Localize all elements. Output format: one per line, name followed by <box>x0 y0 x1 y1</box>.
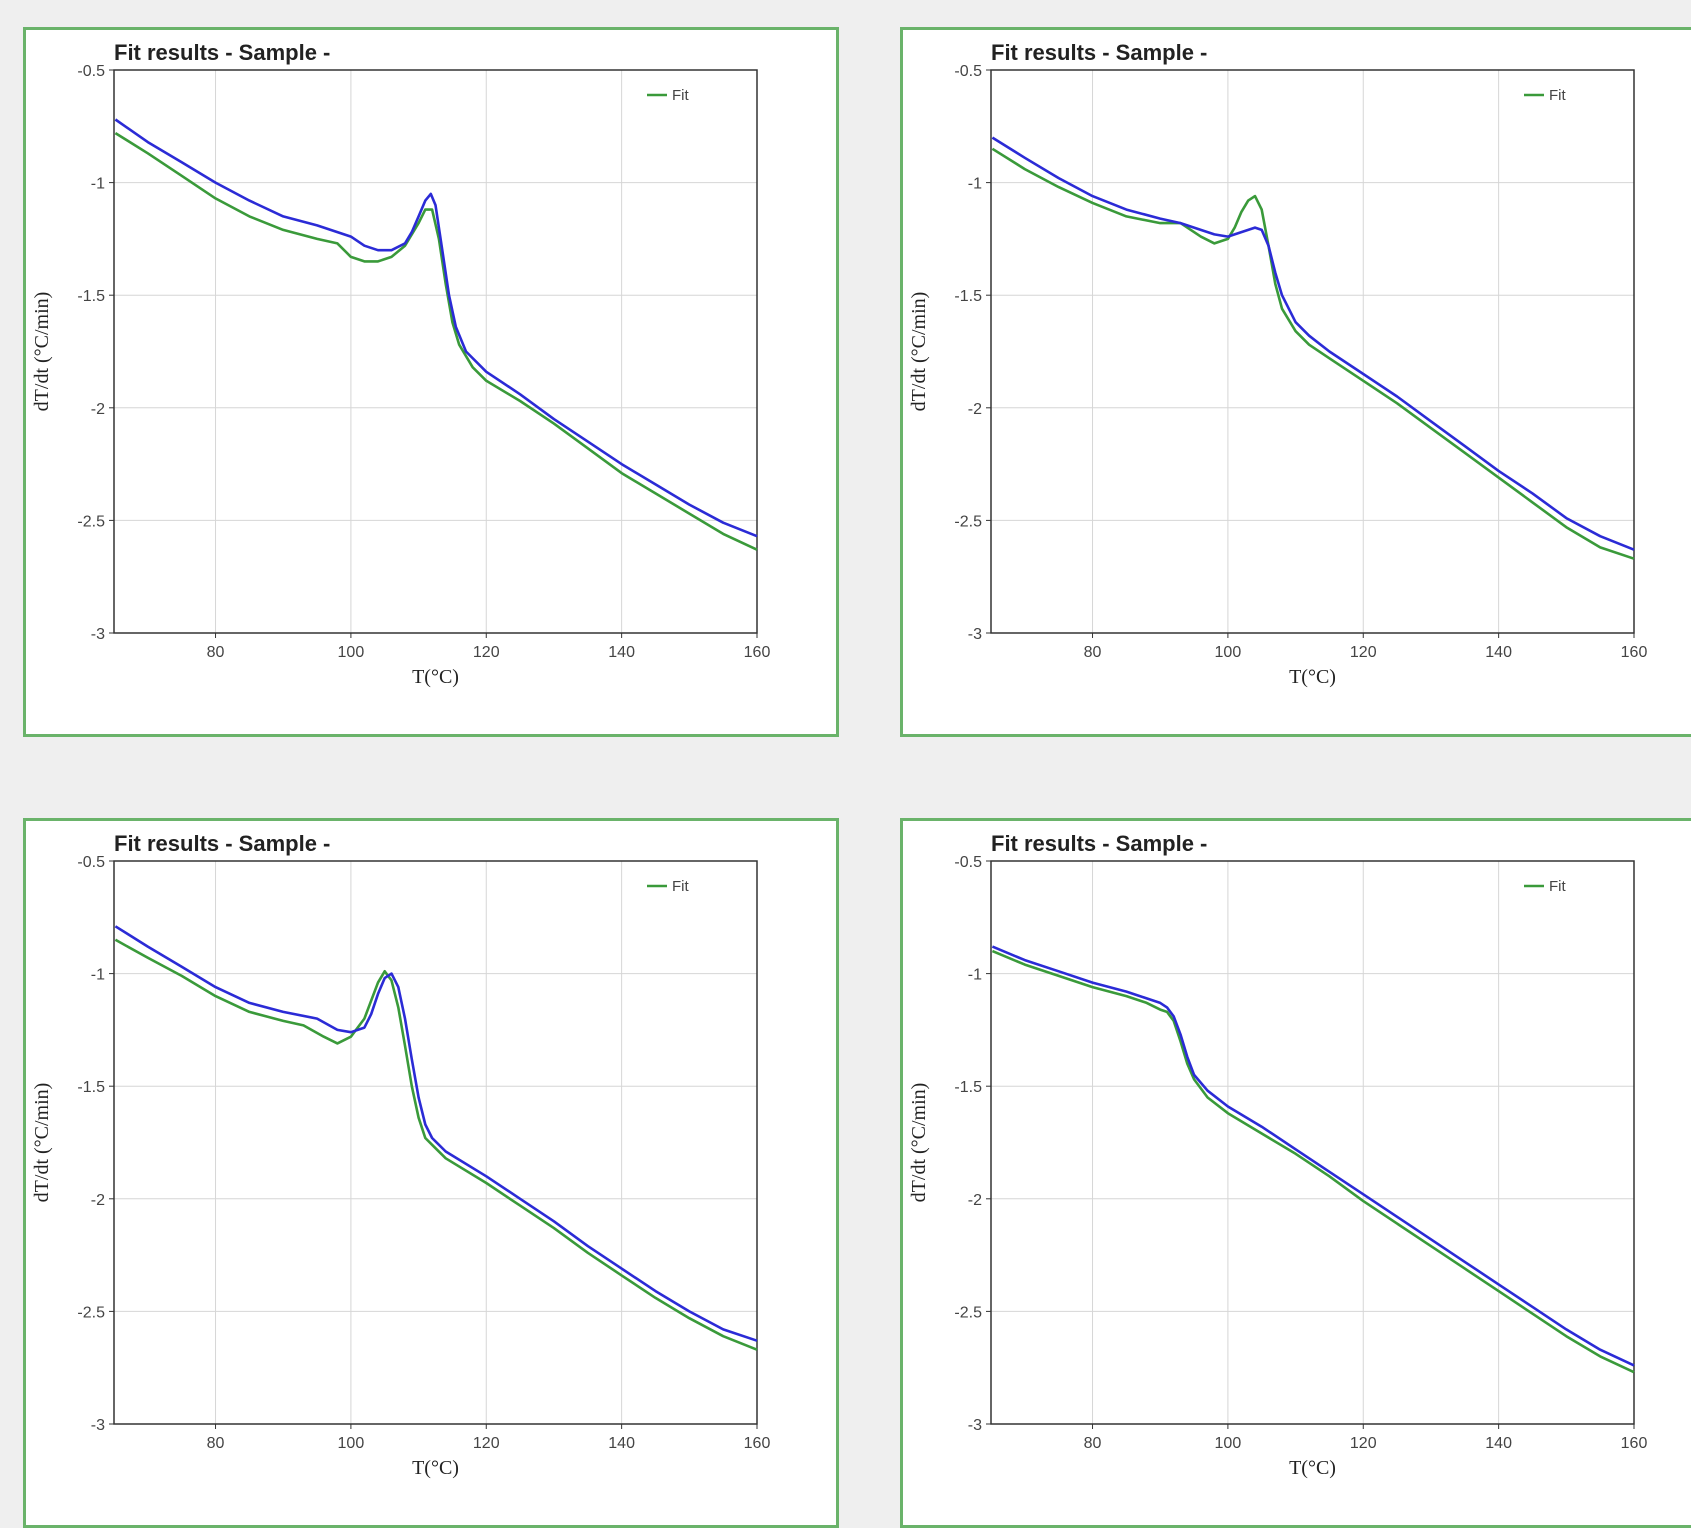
x-tick-label: 140 <box>1485 1435 1512 1452</box>
y-tick-label: -1 <box>968 967 982 984</box>
x-tick-label: 120 <box>1350 1435 1377 1452</box>
x-tick-label: 140 <box>608 644 635 661</box>
series-line-fit <box>114 131 758 551</box>
series-line-data <box>114 925 758 1342</box>
chart-panel-4: 80 100 120 140 160 -3 -2.5 -2 -1.5 -1 -0.5 Fit resu… <box>900 818 1691 1528</box>
legend-label: Fit <box>1549 878 1566 895</box>
y-tick-label: -0.5 <box>954 854 982 871</box>
y-tick-label: -0.5 <box>954 63 982 80</box>
series-line-data <box>991 945 1635 1367</box>
x-tick-label: 140 <box>1485 644 1512 661</box>
x-tick-label: 120 <box>1350 644 1377 661</box>
x-axis-label: T(°C) <box>412 1457 459 1479</box>
series-line-fit <box>114 938 758 1351</box>
x-tick-label: 160 <box>744 1435 771 1452</box>
y-tick-label: -2.5 <box>77 1304 105 1321</box>
y-tick-label: -2.5 <box>954 1304 982 1321</box>
x-tick-label: 80 <box>207 1435 225 1452</box>
x-tick-label: 140 <box>608 1435 635 1452</box>
x-tick-label: 100 <box>1215 644 1242 661</box>
x-tick-label: 120 <box>473 1435 500 1452</box>
plot-frame <box>113 69 758 634</box>
y-tick-label: -2 <box>968 401 982 418</box>
x-tick-label: 160 <box>1621 1435 1648 1452</box>
y-tick-label: -1 <box>968 176 982 193</box>
y-axis-label: dT/dt (°C/min) <box>31 1083 53 1203</box>
y-tick-label: -1 <box>91 176 105 193</box>
x-tick-label: 100 <box>338 644 365 661</box>
x-tick-label: 80 <box>1084 644 1102 661</box>
y-tick-label: -2.5 <box>954 513 982 530</box>
y-tick-label: -3 <box>968 626 982 643</box>
series-line-data <box>114 118 758 538</box>
x-tick-label: 80 <box>1084 1435 1102 1452</box>
y-tick-label: -2 <box>968 1192 982 1209</box>
y-tick-label: -1.5 <box>954 288 982 305</box>
y-tick-label: -1.5 <box>954 1079 982 1096</box>
y-tick-label: -3 <box>91 626 105 643</box>
y-tick-label: -3 <box>91 1417 105 1434</box>
chart-title: Fit results - Sample - <box>114 831 330 856</box>
series-line-fit <box>991 949 1635 1374</box>
series-line-fit <box>991 147 1635 560</box>
x-tick-label: 100 <box>338 1435 365 1452</box>
y-tick-label: -0.5 <box>77 63 105 80</box>
y-tick-label: -2 <box>91 401 105 418</box>
y-tick-label: -2 <box>91 1192 105 1209</box>
x-tick-label: 100 <box>1215 1435 1242 1452</box>
x-axis-label: T(°C) <box>1289 1457 1336 1479</box>
x-tick-label: 160 <box>744 644 771 661</box>
y-tick-label: -3 <box>968 1417 982 1434</box>
legend-label: Fit <box>672 878 689 895</box>
y-tick-label: -1.5 <box>77 288 105 305</box>
y-tick-label: -1.5 <box>77 1079 105 1096</box>
chart-title: Fit results - Sample - <box>114 40 330 65</box>
series-line-data <box>991 136 1635 551</box>
chart-title: Fit results - Sample - <box>991 831 1207 856</box>
plot-frame <box>990 860 1635 1425</box>
x-tick-label: 120 <box>473 644 500 661</box>
y-axis-label: dT/dt (°C/min) <box>31 292 53 412</box>
chart-panel-3: 80 100 120 140 160 -3 -2.5 -2 -1.5 -1 -0.5 Fit resu… <box>23 818 839 1528</box>
x-tick-label: 80 <box>207 644 225 661</box>
chart-title: Fit results - Sample - <box>991 40 1207 65</box>
chart-svg-3: 80 100 120 140 160 -3 -2.5 -2 -1.5 -1 -0.5 Fit resu… <box>31 831 771 1479</box>
y-axis-label: dT/dt (°C/min) <box>908 1083 930 1203</box>
plot-frame <box>113 860 758 1425</box>
legend-label: Fit <box>672 87 689 104</box>
chart-svg-4: 80 100 120 140 160 -3 -2.5 -2 -1.5 -1 -0.5 Fit resu… <box>908 831 1648 1479</box>
legend-label: Fit <box>1549 87 1566 104</box>
x-axis-label: T(°C) <box>412 666 459 688</box>
x-axis-label: T(°C) <box>1289 666 1336 688</box>
chart-panel-1: 80 100 120 140 160 -3 -2.5 -2 -1.5 -1 -0.5 Fit resu… <box>23 27 839 737</box>
y-tick-label: -2.5 <box>77 513 105 530</box>
chart-svg-2: 80 100 120 140 160 -3 -2.5 -2 -1.5 -1 -0.5 Fit resu… <box>908 40 1648 688</box>
y-tick-label: -0.5 <box>77 854 105 871</box>
chart-panel-2: 80 100 120 140 160 -3 -2.5 -2 -1.5 -1 -0.5 Fit resu… <box>900 27 1691 737</box>
chart-svg-1: 80 100 120 140 160 -3 -2.5 -2 -1.5 -1 -0.5 Fit resu… <box>31 40 771 688</box>
y-tick-label: -1 <box>91 967 105 984</box>
x-tick-label: 160 <box>1621 644 1648 661</box>
y-axis-label: dT/dt (°C/min) <box>908 292 930 412</box>
plot-frame <box>990 69 1635 634</box>
